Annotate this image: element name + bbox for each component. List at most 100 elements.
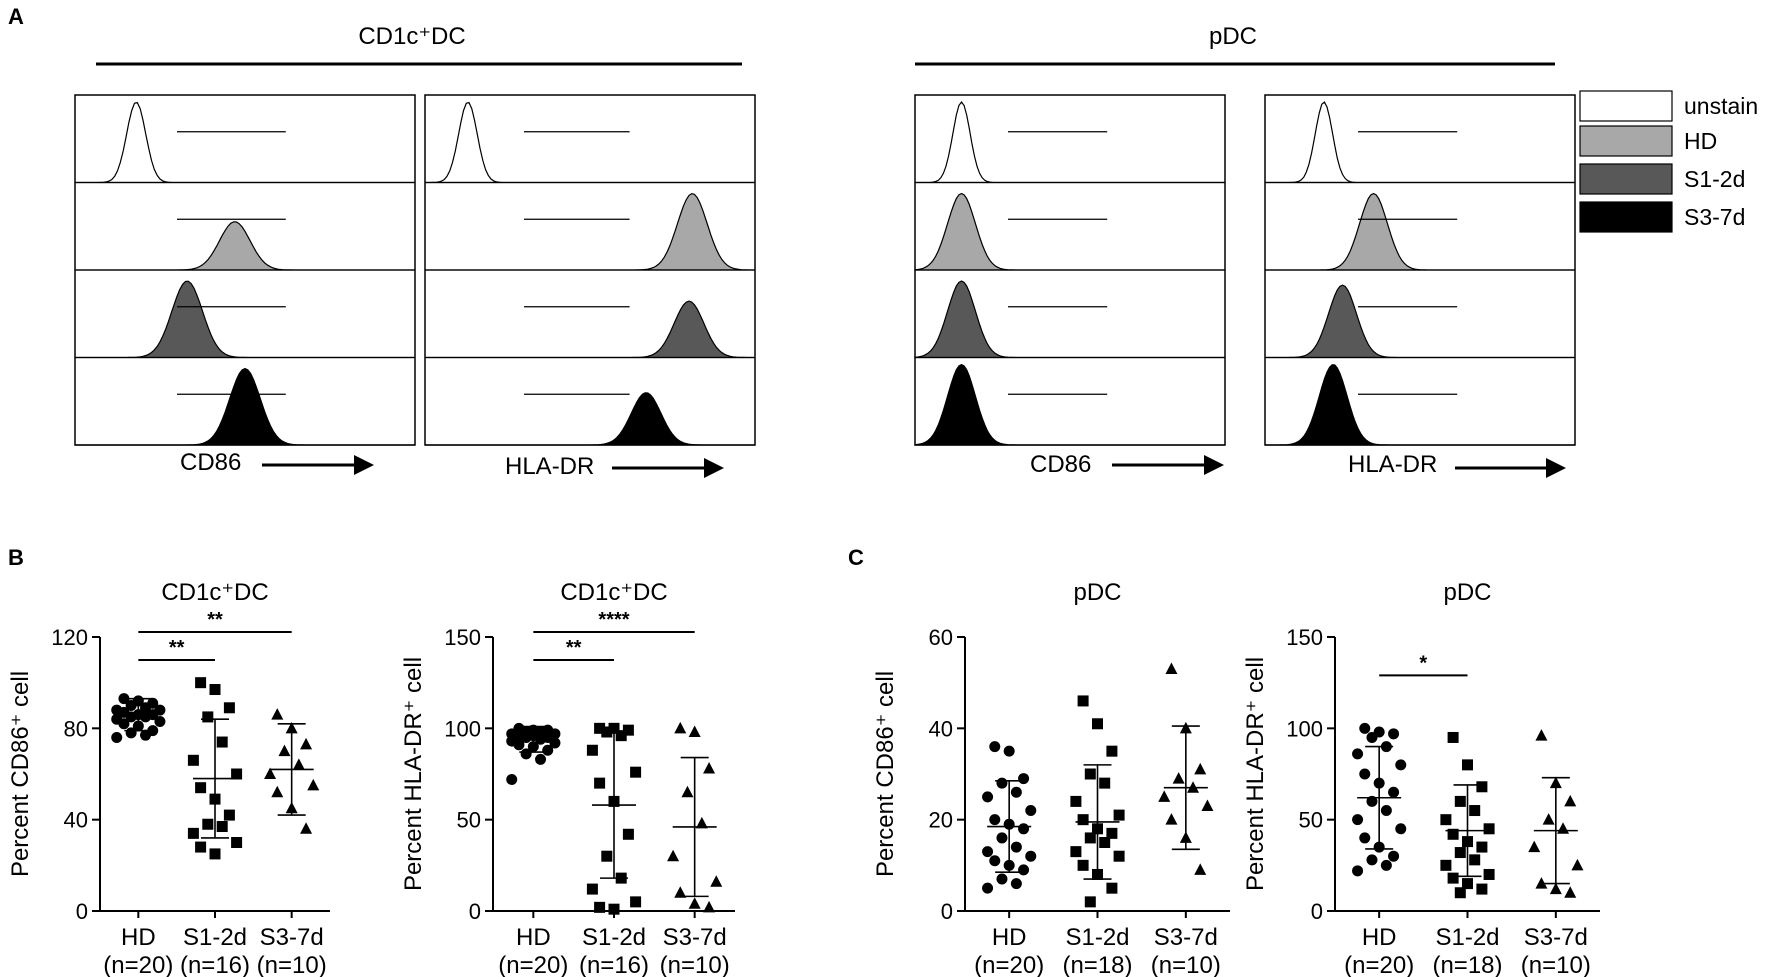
x-tick-n-label: (n=10) <box>1521 952 1591 977</box>
hist-peak-pdc-hladr-unstain <box>1265 101 1575 184</box>
data-point-s1-2d <box>594 722 606 734</box>
data-point-s3-7d <box>271 708 284 720</box>
legend-label-unstain: unstain <box>1684 93 1758 119</box>
y-tick-label: 150 <box>444 625 481 650</box>
x-tick-n-label: (n=10) <box>257 952 327 977</box>
data-point-s1-2d <box>586 744 598 756</box>
data-point-hd <box>125 700 137 711</box>
data-point-hd <box>140 711 152 723</box>
chart-title: CD1c⁺DC <box>161 579 268 606</box>
x-tick-n-label: (n=18) <box>1432 952 1502 977</box>
x-tick-label: S3-7d <box>260 924 324 951</box>
data-point-s3-7d <box>688 725 701 737</box>
significance-label: ** <box>566 637 582 659</box>
y-axis-label: Percent HLA-DR⁺ cell <box>1242 657 1269 891</box>
x-tick-label: S3-7d <box>663 924 727 951</box>
data-point-s1-2d <box>1084 896 1096 908</box>
data-point-s3-7d <box>1535 729 1548 741</box>
data-point-s3-7d <box>703 762 716 774</box>
hist-peak-cd1c-hladr-s1-2d <box>425 300 755 359</box>
arrow-head-pdc-cd86 <box>1204 455 1224 475</box>
legend-swatch-s3-7d <box>1579 201 1673 233</box>
data-point-hd <box>989 814 1001 826</box>
xlabel-cd1c-cd86: CD86 <box>180 449 241 476</box>
data-point-s1-2d <box>601 850 613 862</box>
data-point-s1-2d <box>1447 731 1459 743</box>
data-point-hd <box>1010 878 1022 890</box>
data-point-s3-7d <box>674 886 687 898</box>
chart-title: CD1c⁺DC <box>560 579 667 606</box>
y-tick-label: 100 <box>444 716 481 741</box>
y-tick-label: 50 <box>457 808 481 833</box>
data-point-s3-7d <box>1528 840 1541 853</box>
data-point-hd <box>1025 850 1037 862</box>
legend-label-s1-2d: S1-2d <box>1684 166 1745 192</box>
xlabel-cd1c-hladr: HLA-DR <box>505 453 594 480</box>
data-point-s1-2d <box>1099 777 1111 789</box>
data-point-s1-2d <box>1447 872 1459 884</box>
data-point-s1-2d <box>1440 814 1452 826</box>
data-point-s1-2d <box>622 828 634 840</box>
data-point-s1-2d <box>1084 768 1096 780</box>
hist-peak-cd1c-hladr-hd <box>425 192 755 271</box>
data-point-s3-7d <box>703 900 716 913</box>
data-point-hd <box>996 777 1008 789</box>
significance-label: **** <box>598 609 629 631</box>
hist-peak-pdc-hladr-s3-7d <box>1265 364 1575 446</box>
data-point-s3-7d <box>1549 882 1562 895</box>
data-point-s3-7d <box>1158 790 1171 802</box>
data-point-s1-2d <box>1113 809 1125 821</box>
data-point-s1-2d <box>594 901 606 913</box>
data-point-s3-7d <box>1564 794 1577 807</box>
data-point-s3-7d <box>1201 799 1214 811</box>
data-point-s3-7d <box>674 721 687 734</box>
data-point-s3-7d <box>1165 813 1178 825</box>
data-point-s3-7d <box>688 897 701 909</box>
hist-peak-cd1c-cd86-hd <box>75 221 415 271</box>
x-tick-label: S3-7d <box>1524 924 1588 951</box>
xlabel-pdc-cd86: CD86 <box>1030 451 1091 478</box>
data-point-s1-2d <box>1483 823 1495 835</box>
data-point-s1-2d <box>209 684 221 696</box>
x-tick-label: S1-2d <box>1435 924 1499 951</box>
data-point-hd <box>1366 795 1378 807</box>
y-axis-label: Percent CD86⁺ cell <box>872 671 899 877</box>
hist-peak-cd1c-cd86-s1-2d <box>75 280 415 359</box>
data-point-s3-7d <box>695 816 708 829</box>
data-point-hd <box>1366 854 1378 866</box>
data-point-hd <box>1003 745 1015 757</box>
data-point-s1-2d <box>1106 882 1118 894</box>
data-point-s1-2d <box>1077 695 1089 707</box>
x-tick-label: HD <box>516 924 551 951</box>
data-point-hd <box>1010 786 1022 798</box>
legend-swatch-hd <box>1579 125 1673 157</box>
data-point-hd <box>1359 768 1371 780</box>
panel-c-label: C <box>848 545 864 570</box>
y-tick-label: 100 <box>1286 716 1323 741</box>
data-point-s1-2d <box>209 848 221 860</box>
data-point-s1-2d <box>1106 745 1118 757</box>
data-point-s3-7d <box>710 875 723 887</box>
arrow-head-pdc-hladr <box>1546 458 1566 478</box>
data-point-s1-2d <box>594 777 606 789</box>
data-point-s1-2d <box>1454 795 1466 807</box>
x-tick-n-label: (n=10) <box>660 952 730 977</box>
data-point-hd <box>520 731 532 743</box>
data-point-hd <box>1380 859 1392 871</box>
hist-peak-pdc-cd86-unstain <box>915 100 1225 184</box>
data-point-hd <box>140 702 152 714</box>
data-point-s1-2d <box>1454 887 1466 899</box>
data-point-s3-7d <box>307 778 320 791</box>
data-point-s3-7d <box>264 767 277 779</box>
x-tick-n-label: (n=10) <box>1151 952 1221 977</box>
chart-title: pDC <box>1443 579 1491 606</box>
hist-peak-cd1c-hladr-unstain <box>425 101 755 184</box>
hist-peak-pdc-cd86-s3-7d <box>914 363 1225 446</box>
data-point-s3-7d <box>1194 762 1207 775</box>
y-tick-label: 0 <box>941 899 953 924</box>
data-point-s3-7d <box>667 849 680 862</box>
data-point-hd <box>989 741 1001 753</box>
data-point-s1-2d <box>608 722 620 734</box>
